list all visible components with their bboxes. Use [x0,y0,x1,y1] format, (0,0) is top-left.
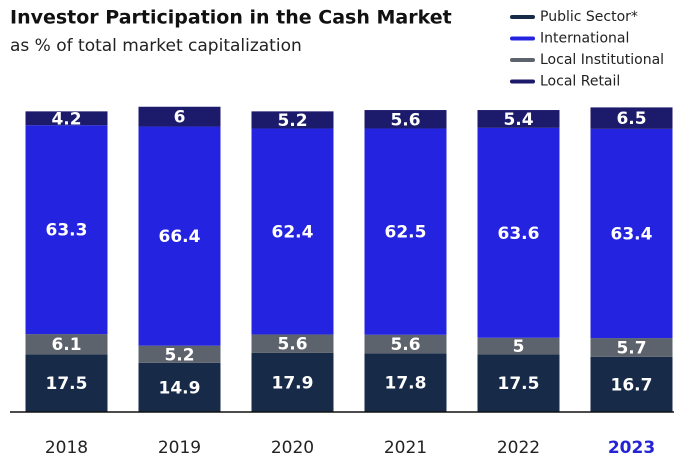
bar-segment [364,110,447,129]
bar-segment [138,362,221,412]
x-tick-label: 2021 [384,438,427,457]
data-label: 17.9 [272,373,314,393]
x-tick-label: 2019 [158,438,201,457]
data-label: 17.8 [385,374,427,394]
data-label: 5.6 [390,335,420,355]
legend-label: Local Retail [540,74,620,90]
data-label: 5.6 [390,110,420,130]
bar-segment [364,353,447,412]
bar-segment [251,111,334,129]
bar-segment [251,128,334,335]
x-tick-label: 2020 [271,438,314,457]
bar-segment [138,345,221,363]
data-label: 62.4 [272,222,314,242]
bar-segment [25,354,108,412]
legend-label: Local Institutional [540,52,664,68]
data-label: 66.4 [159,227,201,247]
bar-segment [364,334,447,354]
bar-segment [138,126,221,346]
legend-label: Public Sector* [540,9,638,25]
data-label: 5.6 [277,335,307,355]
data-label: 5.2 [164,345,194,365]
bar-segment [477,127,560,338]
data-label: 17.5 [498,374,540,394]
data-label: 63.6 [498,224,540,244]
bar-segment [590,107,673,129]
data-label: 4.2 [51,109,81,129]
bar-segment [138,106,221,127]
data-label: 5.2 [277,111,307,131]
bar-segment [477,337,560,355]
data-label: 17.5 [46,374,88,394]
x-tick-label: 2022 [497,438,540,457]
data-label: 6.1 [51,335,81,355]
bar-segment [364,128,447,335]
data-label: 62.5 [385,223,427,243]
bar-segment [25,125,108,335]
bar-segment [590,356,673,412]
data-label: 5.4 [503,110,533,130]
bar-segment [251,352,334,412]
bar-segment [477,354,560,412]
data-label: 63.4 [611,224,653,244]
bar-segment [25,111,108,126]
bar-segment [590,338,673,357]
data-label: 6.5 [616,109,646,129]
data-label: 16.7 [611,375,653,395]
x-tick-label: 2018 [45,438,88,457]
bar-segment [590,128,673,339]
bar-segment [477,110,560,128]
x-tick-label: 2023 [608,438,655,457]
data-label: 5.7 [616,338,646,358]
data-label: 6 [174,108,186,128]
legend-label: International [540,31,629,47]
chart-title: Investor Participation in the Cash Marke… [10,7,452,29]
chart-subtitle: as % of total market capitalization [10,36,302,56]
data-label: 5 [513,337,525,357]
bar-segment [25,334,108,355]
bar-segment [251,334,334,353]
data-label: 14.9 [159,378,201,398]
data-label: 63.3 [46,221,88,241]
